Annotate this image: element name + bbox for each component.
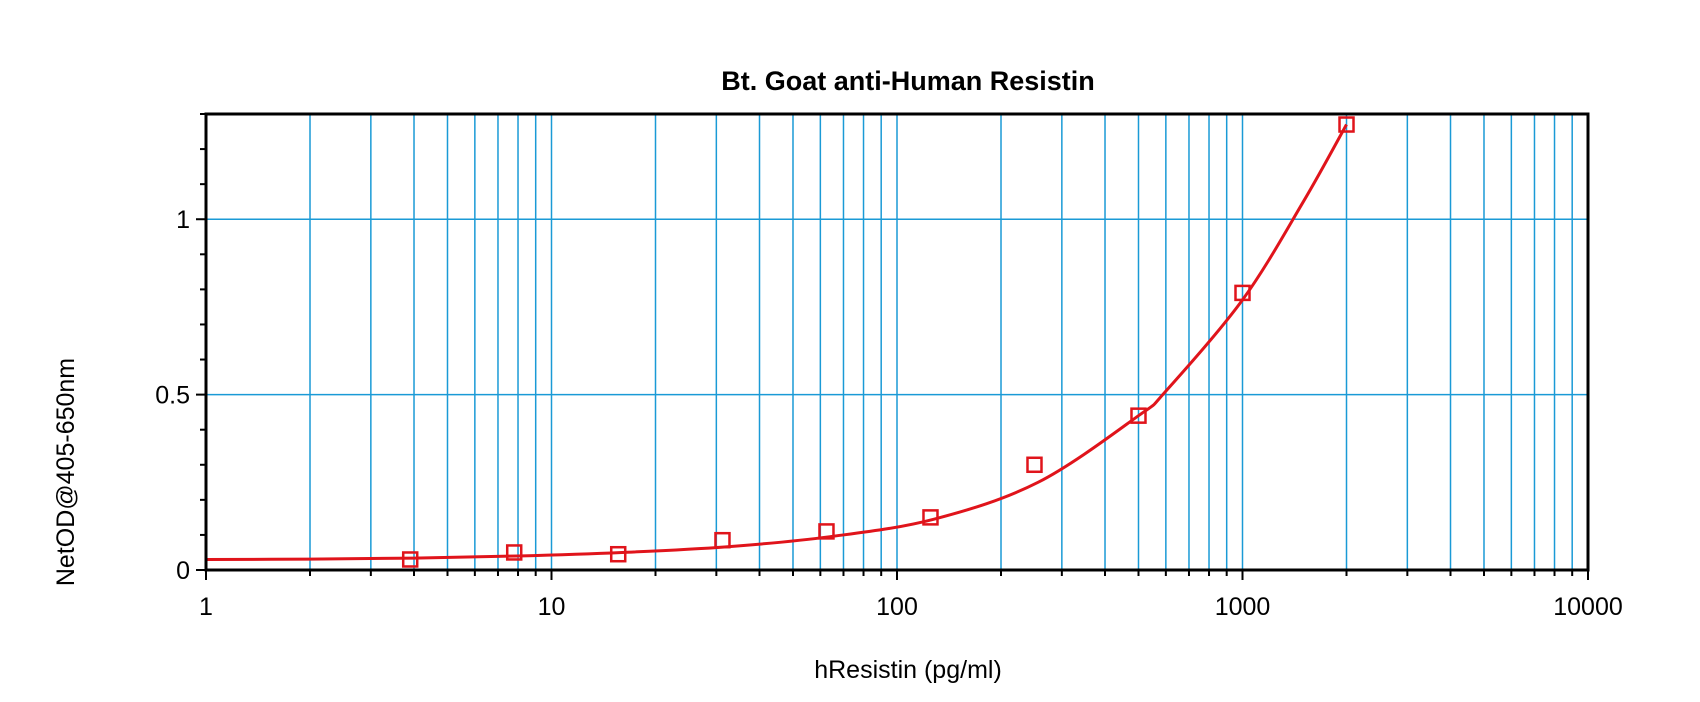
data-point bbox=[714, 531, 731, 549]
data-point bbox=[922, 509, 939, 526]
x-tick-label: 1000 bbox=[1215, 593, 1271, 621]
x-tick-label: 10000 bbox=[1553, 593, 1623, 621]
x-tick-label: 1 bbox=[199, 593, 213, 621]
fit-curve bbox=[205, 123, 1348, 561]
data-point bbox=[818, 523, 835, 540]
y-tick-label: 0.5 bbox=[155, 382, 190, 410]
data-point bbox=[1130, 407, 1147, 424]
data-points-layer bbox=[401, 116, 1355, 568]
x-tick-label: 100 bbox=[876, 593, 918, 621]
x-axis-label: hResistin (pg/ml) bbox=[814, 656, 1002, 684]
data-point bbox=[609, 545, 627, 563]
y-axis-label: NetOD@405-650nm bbox=[52, 358, 80, 586]
fit-curve-layer bbox=[205, 123, 1348, 561]
data-point bbox=[401, 551, 419, 568]
chart-title: Bt. Goat anti-Human Resistin bbox=[721, 66, 1095, 96]
data-point bbox=[1026, 456, 1043, 474]
axis-ticks: 1 10 100 1000 10000 0 0.5 1 bbox=[155, 113, 1623, 621]
grid bbox=[206, 114, 1588, 570]
y-tick-label: 0 bbox=[176, 557, 190, 585]
data-point bbox=[505, 544, 523, 561]
data-point bbox=[1338, 116, 1355, 133]
x-tick-label: 10 bbox=[538, 593, 566, 621]
data-point bbox=[1234, 284, 1251, 302]
y-tick-label: 1 bbox=[176, 206, 190, 234]
